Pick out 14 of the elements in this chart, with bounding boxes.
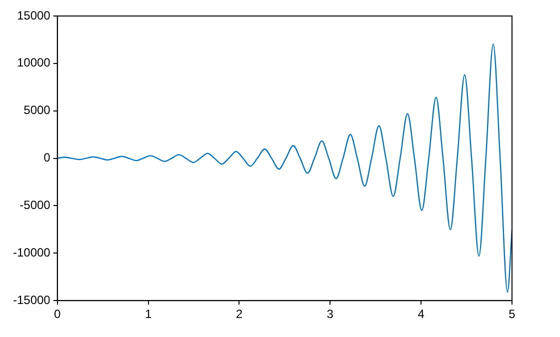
x-tick-label: 0 bbox=[54, 307, 62, 322]
x-tick-label: 2 bbox=[236, 307, 243, 322]
x-tick-label: 1 bbox=[144, 307, 152, 322]
line-series bbox=[57, 43, 512, 293]
y-tick-label: -5000 bbox=[20, 198, 51, 212]
y-tick-label: 10000 bbox=[16, 56, 51, 70]
y-tick-label: 5000 bbox=[24, 103, 51, 118]
x-tick-label: 4 bbox=[418, 307, 425, 322]
y-tick-label: -10000 bbox=[12, 245, 51, 260]
y-tick-label: -15000 bbox=[12, 292, 51, 307]
y-tick-label: 15000 bbox=[16, 8, 51, 22]
x-tick-label: 5 bbox=[508, 307, 516, 322]
y-tick-label: 0 bbox=[44, 150, 51, 165]
x-tick-label: 3 bbox=[326, 307, 334, 322]
